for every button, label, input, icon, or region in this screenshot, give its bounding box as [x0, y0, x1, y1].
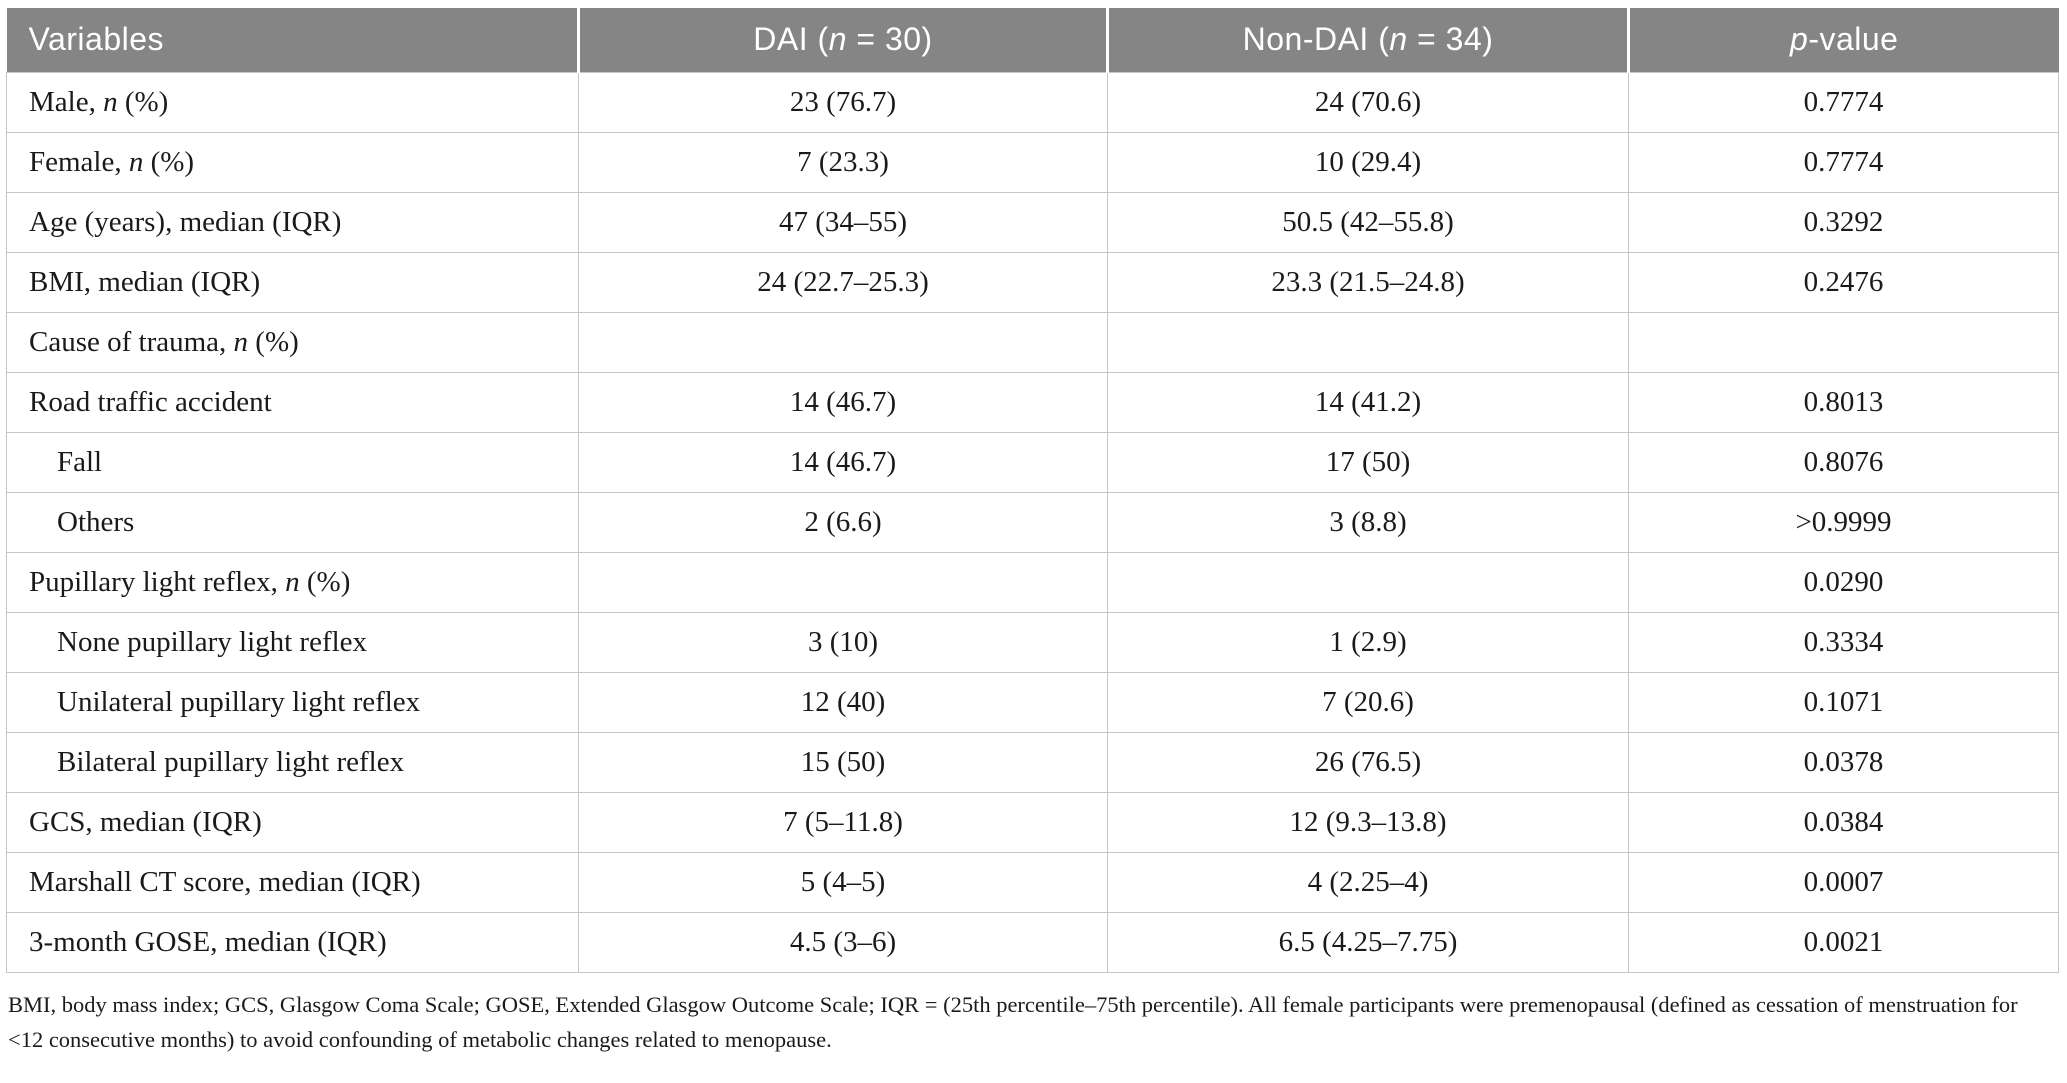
- row-label: Unilateral pupillary light reflex: [6, 671, 579, 733]
- row-label: BMI, median (IQR): [6, 251, 579, 313]
- table-row: Others 2 (6.6) 3 (8.8) >0.9999: [6, 491, 2059, 553]
- non-dai-value: 26 (76.5): [1107, 731, 1629, 793]
- non-dai-value: [1107, 551, 1629, 613]
- table-row: None pupillary light reflex 3 (10) 1 (2.…: [6, 611, 2059, 673]
- comparison-table: Variables DAI (n = 30) Non-DAI (n = 34) …: [6, 8, 2059, 973]
- dai-value: [578, 311, 1108, 373]
- p-value: 0.0007: [1628, 851, 2059, 913]
- dai-value: 47 (34–55): [578, 191, 1108, 253]
- non-dai-value: 24 (70.6): [1107, 71, 1629, 133]
- dai-value: 7 (5–11.8): [578, 791, 1108, 853]
- dai-value: 4.5 (3–6): [578, 911, 1108, 973]
- non-dai-value: 17 (50): [1107, 431, 1629, 493]
- table-row: Female, n (%) 7 (23.3) 10 (29.4) 0.7774: [6, 131, 2059, 193]
- row-label: Cause of trauma, n (%): [6, 311, 579, 373]
- dai-value: 15 (50): [578, 731, 1108, 793]
- non-dai-value: 14 (41.2): [1107, 371, 1629, 433]
- table-row: Cause of trauma, n (%): [6, 311, 2059, 373]
- dai-value: 14 (46.7): [578, 371, 1108, 433]
- row-label: Road traffic accident: [6, 371, 579, 433]
- p-value: 0.0378: [1628, 731, 2059, 793]
- column-header-dai: DAI (n = 30): [577, 8, 1108, 72]
- p-value: 0.3334: [1628, 611, 2059, 673]
- row-label: Age (years), median (IQR): [6, 191, 579, 253]
- table-row: Marshall CT score, median (IQR) 5 (4–5) …: [6, 851, 2059, 913]
- row-label: Others: [6, 491, 579, 553]
- p-value: 0.2476: [1628, 251, 2059, 313]
- dai-value: 14 (46.7): [578, 431, 1108, 493]
- table-row: Male, n (%) 23 (76.7) 24 (70.6) 0.7774: [6, 71, 2059, 133]
- non-dai-value: 6.5 (4.25–7.75): [1107, 911, 1629, 973]
- dai-value: 2 (6.6): [578, 491, 1108, 553]
- row-label: Female, n (%): [6, 131, 579, 193]
- column-header-non-dai: Non-DAI (n = 34): [1106, 8, 1629, 72]
- p-value: 0.3292: [1628, 191, 2059, 253]
- dai-value: [578, 551, 1108, 613]
- p-value: 0.0384: [1628, 791, 2059, 853]
- dai-value: 3 (10): [578, 611, 1108, 673]
- non-dai-value: 7 (20.6): [1107, 671, 1629, 733]
- table-row: Bilateral pupillary light reflex 15 (50)…: [6, 731, 2059, 793]
- non-dai-value: 23.3 (21.5–24.8): [1107, 251, 1629, 313]
- column-header-variables: Variables: [6, 8, 579, 72]
- p-value: 0.8013: [1628, 371, 2059, 433]
- non-dai-value: 3 (8.8): [1107, 491, 1629, 553]
- dai-value: 7 (23.3): [578, 131, 1108, 193]
- non-dai-value: 50.5 (42–55.8): [1107, 191, 1629, 253]
- table-row: Road traffic accident 14 (46.7) 14 (41.2…: [6, 371, 2059, 433]
- p-value: 0.0021: [1628, 911, 2059, 973]
- p-value: 0.8076: [1628, 431, 2059, 493]
- row-label: Pupillary light reflex, n (%): [6, 551, 579, 613]
- non-dai-value: [1107, 311, 1629, 373]
- dai-value: 5 (4–5): [578, 851, 1108, 913]
- p-value: 0.0290: [1628, 551, 2059, 613]
- p-value: 0.7774: [1628, 71, 2059, 133]
- table-row: BMI, median (IQR) 24 (22.7–25.3) 23.3 (2…: [6, 251, 2059, 313]
- dai-value: 12 (40): [578, 671, 1108, 733]
- p-value: 0.7774: [1628, 131, 2059, 193]
- non-dai-value: 4 (2.25–4): [1107, 851, 1629, 913]
- header-row: Variables DAI (n = 30) Non-DAI (n = 34) …: [6, 8, 2059, 72]
- row-label: Marshall CT score, median (IQR): [6, 851, 579, 913]
- table-row: Age (years), median (IQR) 47 (34–55) 50.…: [6, 191, 2059, 253]
- row-label: None pupillary light reflex: [6, 611, 579, 673]
- row-label: 3-month GOSE, median (IQR): [6, 911, 579, 973]
- dai-value: 24 (22.7–25.3): [578, 251, 1108, 313]
- p-value: [1628, 311, 2059, 373]
- table-row: Fall 14 (46.7) 17 (50) 0.8076: [6, 431, 2059, 493]
- table-body: Male, n (%) 23 (76.7) 24 (70.6) 0.7774 F…: [6, 71, 2059, 973]
- non-dai-value: 1 (2.9): [1107, 611, 1629, 673]
- table-row: Pupillary light reflex, n (%) 0.0290: [6, 551, 2059, 613]
- row-label: Bilateral pupillary light reflex: [6, 731, 579, 793]
- dai-value: 23 (76.7): [578, 71, 1108, 133]
- non-dai-value: 10 (29.4): [1107, 131, 1629, 193]
- table-figure: Variables DAI (n = 30) Non-DAI (n = 34) …: [6, 8, 2059, 1052]
- row-label: Male, n (%): [6, 71, 579, 133]
- table-footnote: BMI, body mass index; GCS, Glasgow Coma …: [8, 991, 2018, 1052]
- table-row: GCS, median (IQR) 7 (5–11.8) 12 (9.3–13.…: [6, 791, 2059, 853]
- column-header-p-value: p-value: [1627, 8, 2059, 72]
- table-row: 3-month GOSE, median (IQR) 4.5 (3–6) 6.5…: [6, 911, 2059, 973]
- table-header: Variables DAI (n = 30) Non-DAI (n = 34) …: [6, 8, 2059, 72]
- p-value: 0.1071: [1628, 671, 2059, 733]
- non-dai-value: 12 (9.3–13.8): [1107, 791, 1629, 853]
- row-label: Fall: [6, 431, 579, 493]
- p-value: >0.9999: [1628, 491, 2059, 553]
- table-row: Unilateral pupillary light reflex 12 (40…: [6, 671, 2059, 733]
- row-label: GCS, median (IQR): [6, 791, 579, 853]
